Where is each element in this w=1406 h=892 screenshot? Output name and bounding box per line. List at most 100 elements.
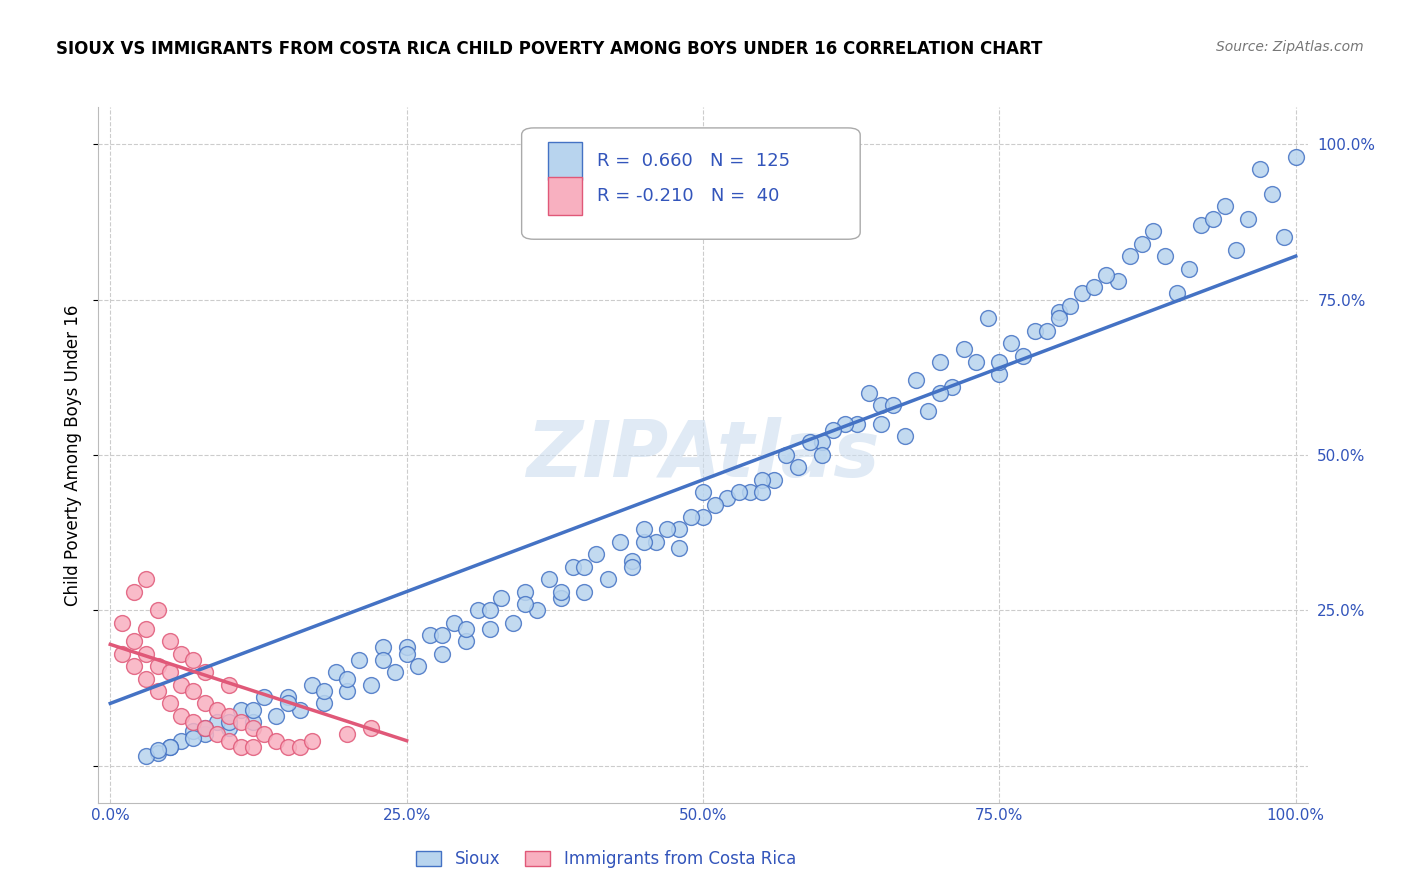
Point — [194, 665, 217, 680]
Point — [122, 584, 145, 599]
Point — [432, 647, 454, 661]
Point — [288, 703, 311, 717]
Point — [692, 485, 714, 500]
Point — [550, 591, 572, 605]
Point — [941, 379, 963, 393]
Point — [146, 603, 169, 617]
Point — [561, 559, 583, 574]
Point — [1166, 286, 1188, 301]
Point — [893, 429, 915, 443]
Point — [288, 739, 311, 754]
Point — [810, 435, 832, 450]
Point — [515, 597, 537, 611]
Point — [135, 622, 157, 636]
Point — [264, 708, 287, 723]
Point — [312, 684, 335, 698]
Point — [467, 603, 489, 617]
Point — [218, 708, 240, 723]
Point — [1261, 186, 1284, 201]
Point — [170, 733, 193, 747]
Point — [159, 739, 181, 754]
Point — [170, 647, 193, 661]
Point — [218, 733, 240, 747]
Point — [146, 746, 169, 760]
Point — [1178, 261, 1201, 276]
Point — [775, 448, 797, 462]
Point — [929, 355, 952, 369]
Point — [905, 373, 928, 387]
Text: Source: ZipAtlas.com: Source: ZipAtlas.com — [1216, 40, 1364, 54]
Point — [574, 584, 596, 599]
Point — [810, 448, 832, 462]
Point — [858, 385, 880, 400]
Point — [205, 703, 228, 717]
Point — [1285, 150, 1308, 164]
Point — [395, 640, 418, 655]
Point — [869, 398, 891, 412]
Point — [1249, 162, 1271, 177]
Point — [301, 678, 323, 692]
Point — [657, 523, 679, 537]
Point — [751, 485, 773, 500]
Point — [301, 733, 323, 747]
Point — [432, 628, 454, 642]
Point — [336, 727, 359, 741]
Point — [242, 703, 264, 717]
Point — [823, 423, 845, 437]
Point — [1047, 311, 1070, 326]
Point — [668, 541, 690, 555]
Point — [146, 743, 169, 757]
Point — [502, 615, 524, 630]
Point — [395, 647, 418, 661]
Point — [181, 653, 204, 667]
Point — [1095, 268, 1118, 282]
Point — [325, 665, 347, 680]
Point — [205, 727, 228, 741]
Y-axis label: Child Poverty Among Boys Under 16: Child Poverty Among Boys Under 16 — [65, 304, 83, 606]
Point — [1119, 249, 1142, 263]
Point — [478, 603, 501, 617]
Point — [491, 591, 513, 605]
Point — [526, 603, 548, 617]
Point — [1071, 286, 1094, 301]
Point — [122, 659, 145, 673]
Bar — [548, 142, 582, 180]
Point — [454, 634, 477, 648]
Point — [786, 460, 808, 475]
Point — [218, 721, 240, 735]
Point — [952, 343, 974, 357]
Point — [869, 417, 891, 431]
Point — [181, 684, 204, 698]
Point — [1047, 305, 1070, 319]
Text: R =  0.660   N =  125: R = 0.660 N = 125 — [596, 153, 790, 170]
Point — [537, 572, 560, 586]
Point — [834, 417, 856, 431]
Text: R = -0.210   N =  40: R = -0.210 N = 40 — [596, 187, 779, 205]
Point — [443, 615, 465, 630]
Point — [515, 584, 537, 599]
Point — [882, 398, 904, 412]
Point — [668, 523, 690, 537]
Point — [194, 721, 217, 735]
Bar — [548, 177, 582, 215]
Point — [371, 640, 394, 655]
Point — [159, 634, 181, 648]
Point — [740, 485, 762, 500]
Point — [194, 697, 217, 711]
Point — [633, 523, 655, 537]
Point — [111, 615, 134, 630]
Point — [478, 622, 501, 636]
Point — [988, 367, 1011, 381]
Point — [1213, 199, 1236, 213]
Point — [181, 714, 204, 729]
Point — [229, 714, 252, 729]
Point — [929, 385, 952, 400]
Point — [1202, 211, 1225, 226]
Point — [135, 572, 157, 586]
Point — [253, 727, 276, 741]
Point — [194, 727, 217, 741]
Point — [229, 739, 252, 754]
Point — [1154, 249, 1177, 263]
Point — [633, 534, 655, 549]
Point — [181, 731, 204, 745]
